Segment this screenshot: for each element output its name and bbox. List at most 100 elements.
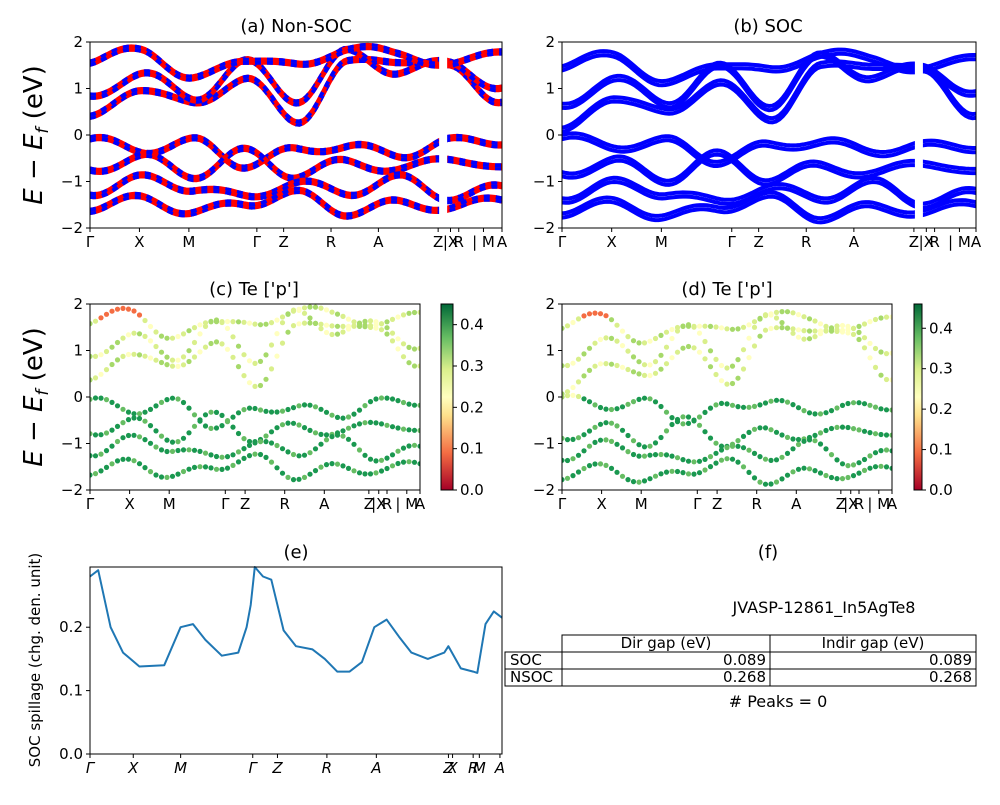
projection-point — [285, 329, 291, 335]
projection-point — [856, 427, 862, 433]
projection-point — [773, 325, 780, 331]
projection-point — [746, 322, 752, 328]
projection-point — [257, 322, 264, 328]
projection-point — [702, 467, 708, 473]
projection-point — [872, 345, 879, 352]
projection-point — [417, 363, 420, 369]
projection-point — [608, 465, 615, 471]
projection-point — [630, 399, 637, 405]
projection-point — [164, 335, 170, 341]
projection-point — [696, 349, 703, 355]
projection-point — [641, 362, 648, 368]
projection-point — [367, 456, 374, 462]
projection-point — [175, 396, 181, 402]
projection-point — [740, 347, 747, 353]
projection-point — [658, 352, 664, 358]
projection-point — [395, 448, 401, 454]
projection-point — [861, 401, 868, 407]
projection-point — [861, 467, 868, 473]
projection-point — [685, 471, 692, 477]
panel-e-kpoint-label: Γ — [249, 759, 259, 777]
projection-point — [131, 415, 137, 421]
projection-point — [691, 471, 697, 477]
projection-point — [307, 402, 313, 408]
projection-point — [103, 464, 110, 470]
projection-point — [768, 325, 774, 332]
projection-point — [790, 330, 796, 336]
projection-point — [186, 430, 192, 436]
projection-point — [564, 457, 571, 464]
projection-point — [367, 419, 374, 425]
projection-point — [696, 422, 703, 428]
projection-point — [812, 438, 818, 444]
projection-point — [663, 428, 670, 434]
projection-point — [740, 433, 747, 439]
projection-point — [636, 359, 642, 365]
panel-d-kpoint-label: M — [635, 495, 648, 513]
projection-point — [125, 332, 132, 338]
projection-point — [296, 453, 302, 459]
projection-point — [153, 329, 159, 335]
projection-point — [806, 328, 813, 334]
projection-point — [608, 438, 615, 444]
projection-point — [592, 439, 598, 445]
panel-e-kpoint-label: R — [468, 759, 478, 777]
panel-b-ytick-label: −1 — [533, 173, 555, 191]
projection-point — [724, 456, 730, 462]
projection-point — [663, 361, 670, 367]
panel-f-title: (f) — [758, 542, 778, 563]
projection-point — [828, 474, 835, 481]
panel-c-kpoint-label: A — [319, 495, 330, 513]
projection-point — [562, 363, 565, 369]
projection-point — [878, 463, 884, 469]
projection-point — [362, 322, 368, 328]
projection-point — [652, 440, 659, 446]
projection-point — [570, 360, 576, 366]
projection-point — [817, 331, 824, 337]
panel-b-ytick-label: −2 — [533, 219, 555, 237]
projection-point — [718, 443, 725, 449]
projection-point — [301, 320, 308, 326]
projection-point — [285, 311, 291, 317]
panel-a-kpoint-label: Z — [278, 233, 288, 251]
projection-point — [136, 411, 143, 417]
projection-point — [630, 479, 637, 485]
panel-a-kpoint-label: A — [497, 233, 508, 251]
projection-point — [208, 409, 214, 415]
band-line-soc-overlay — [90, 147, 502, 183]
projection-point — [395, 425, 401, 431]
panel-d-ytick-label: −2 — [533, 481, 555, 499]
projection-point — [823, 410, 829, 416]
projection-point — [834, 405, 840, 411]
projection-point — [867, 430, 873, 436]
projection-point — [373, 396, 379, 402]
projection-point — [729, 326, 736, 332]
projection-point — [658, 366, 664, 372]
projection-point — [153, 472, 159, 478]
projection-point — [208, 452, 214, 458]
panel-d-kpoint-label: A — [887, 495, 898, 513]
projection-point — [169, 335, 176, 341]
projection-point — [839, 402, 846, 408]
projection-point — [164, 397, 170, 403]
projection-point — [373, 420, 379, 426]
projection-point — [191, 339, 198, 346]
projection-point — [762, 481, 769, 487]
projection-point — [861, 321, 868, 327]
projection-point — [241, 407, 247, 413]
panel-d-ytick-label: 0 — [545, 388, 555, 406]
panel-c-frame — [89, 303, 421, 491]
projection-point — [318, 326, 324, 332]
projection-point — [378, 468, 385, 474]
projection-point — [263, 408, 269, 414]
projection-point — [406, 344, 412, 350]
panel-e-kpoint-label: A — [494, 759, 505, 777]
projection-point — [850, 325, 857, 331]
projection-point — [603, 313, 609, 319]
projection-point — [740, 464, 747, 470]
projection-point — [323, 462, 330, 468]
projection-point — [614, 362, 620, 369]
projection-point — [751, 324, 758, 330]
projection-point — [384, 325, 390, 331]
projection-point — [570, 319, 576, 326]
